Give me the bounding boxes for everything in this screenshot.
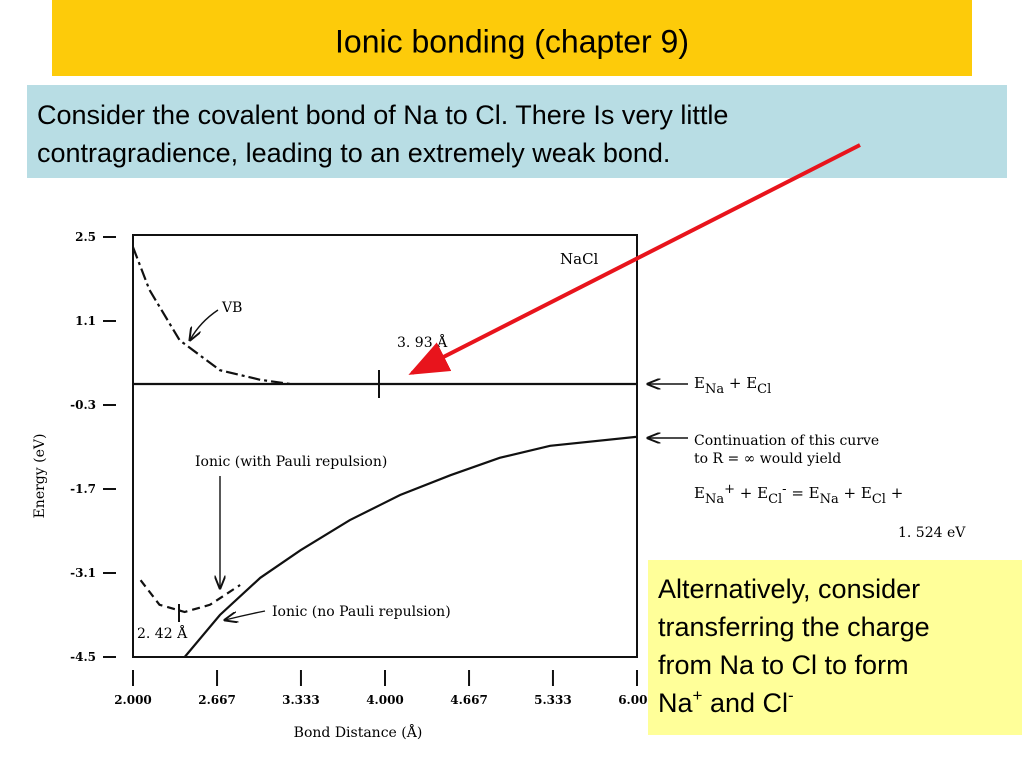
plot-frame — [132, 234, 638, 658]
aside-line: from Na to Cl to form — [658, 650, 909, 680]
annotation: 1. 524 eV — [898, 525, 966, 541]
chart: 2.5 1.1 -0.3 -1.7 -3.1 -4.5 2.000 2.667 3.333 4.0… — [32, 230, 966, 741]
annotation-part: + E — [735, 484, 768, 502]
annotation-part: Na — [705, 382, 724, 397]
note-text: Consider the covalent bond of Na to Cl. … — [37, 100, 728, 168]
x-tick-label: 2.667 — [198, 693, 236, 707]
text-part: Na — [658, 688, 693, 718]
x-tick-label: 5.333 — [534, 693, 572, 707]
note-box — [27, 85, 1007, 178]
annotation: Ionic (with Pauli repulsion) — [195, 454, 387, 470]
x-tick-label: 3.333 — [282, 693, 320, 707]
vb-pointer — [190, 309, 219, 340]
annotation-part: E — [694, 374, 705, 392]
annotation: ENa + ECl — [694, 374, 771, 397]
y-axis-label: Energy (eV) — [32, 434, 48, 519]
y-tick-label: -1.7 — [70, 482, 96, 496]
annotation-part: Na — [820, 492, 839, 507]
annotation-part: - — [782, 482, 786, 497]
y-tick-label: 1.1 — [75, 314, 96, 328]
annotation-part: Cl — [872, 492, 886, 507]
x-tick-label: 4.000 — [366, 693, 404, 707]
slide-title: Ionic bonding (chapter 9) — [335, 23, 689, 59]
annotation-part: Cl — [757, 382, 771, 397]
annotation-part: Na — [705, 492, 724, 507]
annotation: ENa+ + ECl- = ENa + ECl + — [694, 482, 903, 507]
aside-box — [648, 560, 1022, 735]
series-line — [131, 246, 291, 386]
aside-line: Alternatively, consider — [658, 574, 920, 604]
aside-line: transferring the charge — [658, 612, 930, 642]
series-line — [139, 579, 241, 614]
nopauli-pointer — [225, 610, 266, 620]
aside-text: Alternatively, consider transferring the … — [658, 574, 930, 718]
annotation-part: E — [694, 484, 705, 502]
annotation: Continuation of this curve — [694, 433, 879, 449]
annotation-part: + E — [724, 374, 757, 392]
annotation: 2. 42 Å — [137, 624, 188, 642]
annotation-part: + E — [839, 484, 872, 502]
annotation: to R = ∞ would yield — [694, 451, 841, 467]
annotation: Ionic (no Pauli repulsion) — [272, 604, 451, 620]
x-tick-label: 4.667 — [450, 693, 488, 707]
title-bar — [52, 0, 972, 76]
annotation-part: Cl — [768, 492, 782, 507]
y-tick-label: -0.3 — [70, 398, 96, 412]
superscript: + — [693, 686, 703, 705]
y-tick-label: 2.5 — [75, 230, 96, 244]
note-line: Consider the covalent bond of Na to Cl. … — [37, 100, 728, 130]
series-line — [183, 435, 638, 658]
y-tick-label: -3.1 — [70, 566, 96, 580]
x-tick-label: 2.000 — [114, 693, 152, 707]
aside-line: Na+ and Cl- — [658, 686, 794, 718]
annotation: VB — [221, 300, 242, 316]
note-line: contragradience, leading to an extremely… — [37, 138, 670, 168]
annotation-part: + — [886, 484, 903, 502]
annotation: NaCl — [560, 250, 599, 268]
red-arrow — [408, 143, 861, 375]
annotation: 3. 93 Å — [397, 333, 448, 351]
annotation-part: = E — [787, 484, 820, 502]
x-axis-label: Bond Distance (Å) — [294, 723, 423, 741]
superscript: - — [788, 686, 794, 705]
annotation-part: + — [724, 482, 735, 497]
y-tick-label: -4.5 — [70, 650, 96, 664]
x-tick-label: 6.000 — [618, 693, 656, 707]
text-part: and Cl — [702, 688, 788, 718]
